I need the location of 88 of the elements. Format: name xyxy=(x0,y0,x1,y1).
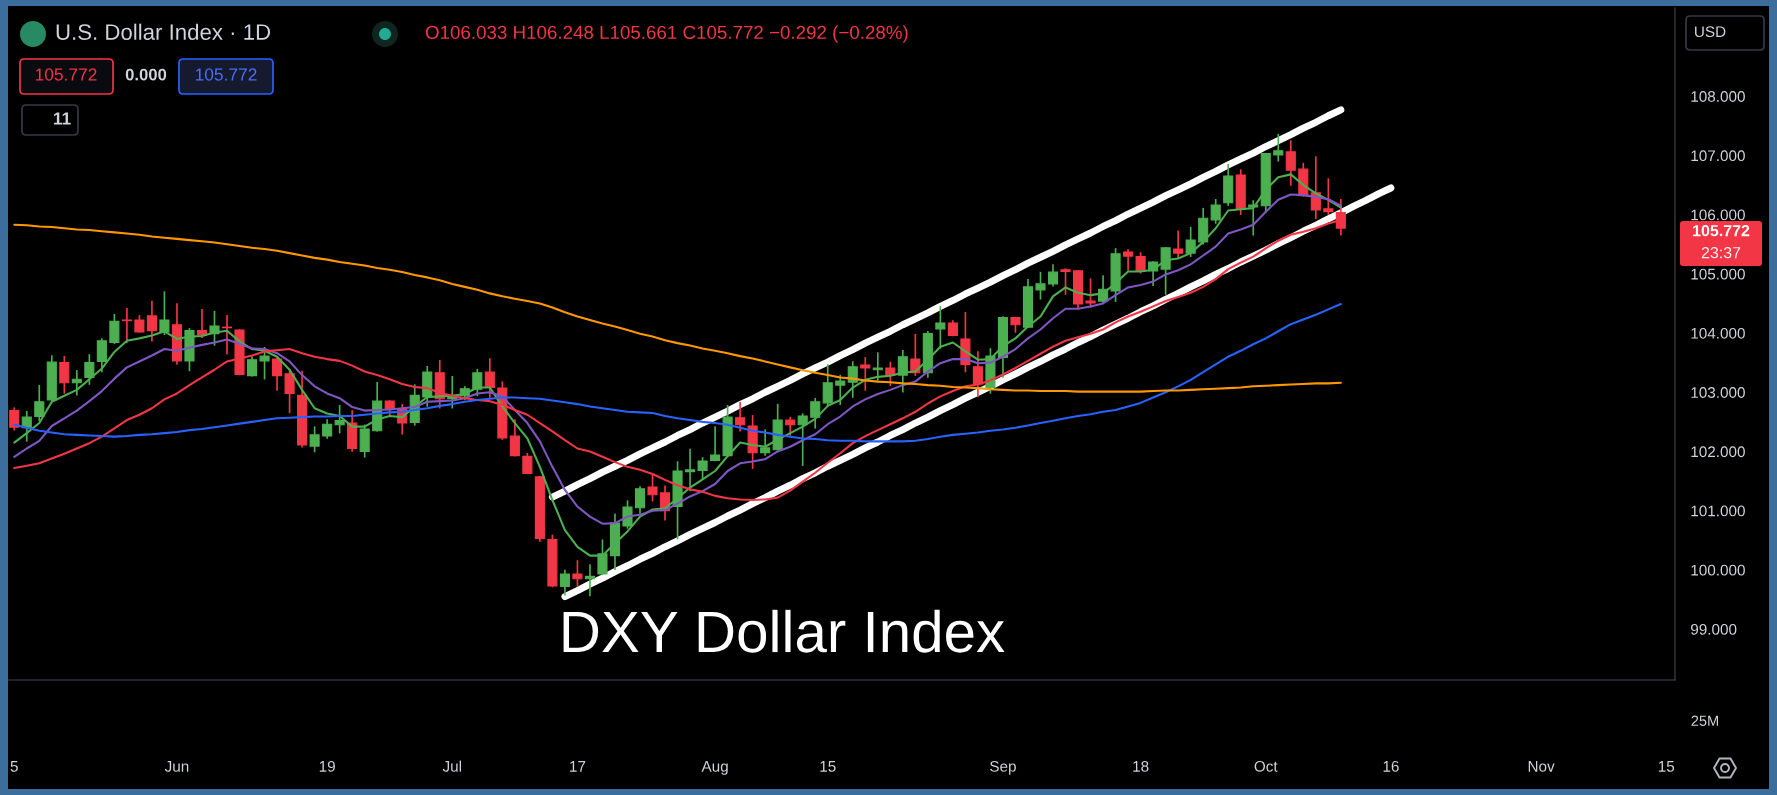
candlestick xyxy=(1035,271,1046,300)
text: O106.033 H106.248 L105.661 C105.772 −0.292 (−0.28%) xyxy=(425,25,908,43)
x-tick-label: 18 xyxy=(1133,760,1149,772)
x-tick-label: Nov xyxy=(1528,761,1555,772)
candlestick xyxy=(1123,249,1134,271)
candlestick xyxy=(897,349,908,393)
candlestick xyxy=(1198,207,1209,245)
annotation: 11 xyxy=(53,112,71,125)
x-tick-label: Sep xyxy=(990,760,1016,775)
candlestick xyxy=(359,424,370,458)
candlestick xyxy=(146,300,157,342)
text: USD xyxy=(1695,26,1726,38)
candlestick xyxy=(484,358,495,398)
y-tick-label: 108.000 xyxy=(1691,91,1745,102)
y-tick-label: 99.000 xyxy=(1690,623,1737,635)
candlestick xyxy=(1060,268,1071,295)
x-tick-label: Jun xyxy=(164,761,189,772)
candlestick xyxy=(935,306,946,349)
candlestick xyxy=(259,347,270,380)
annotation: 0.000 xyxy=(125,68,167,81)
candlestick xyxy=(697,457,708,479)
candlestick xyxy=(822,364,833,407)
candlestick xyxy=(1160,246,1171,295)
annotation: DXY Dollar Index xyxy=(563,609,1005,653)
candlestick xyxy=(735,402,746,432)
candlestick xyxy=(59,355,70,394)
candlestick xyxy=(634,486,646,514)
candlestick xyxy=(246,356,258,377)
line-series xyxy=(13,223,1342,393)
candlestick xyxy=(710,426,721,462)
text: 25M xyxy=(1691,715,1718,726)
candlestick xyxy=(572,560,583,587)
candlestick xyxy=(21,410,32,442)
x-tick-label: 16 xyxy=(1383,760,1399,772)
candlestick xyxy=(622,500,633,529)
candlestick xyxy=(847,361,858,398)
candlestick xyxy=(685,448,696,492)
candlestick xyxy=(522,452,533,475)
x-tick-label: 5 xyxy=(10,761,18,772)
candlestick xyxy=(34,384,45,421)
y-tick-label: 101.000 xyxy=(1691,505,1745,517)
candlestick xyxy=(972,351,983,398)
candlestick xyxy=(221,315,233,355)
candlestick xyxy=(509,419,520,457)
y-tick-label: 100.000 xyxy=(1691,564,1745,576)
annotation: 105.772 xyxy=(35,68,97,81)
y-tick-label: 104.000 xyxy=(1691,327,1745,339)
x-tick-label: Jul xyxy=(442,760,462,772)
candlestick xyxy=(272,355,283,391)
y-tick-label: 103.000 xyxy=(1691,387,1745,398)
text: U.S. Dollar Index · 1D xyxy=(56,23,271,40)
y-tick-label: 107.000 xyxy=(1691,150,1745,162)
candlestick xyxy=(84,354,95,385)
candlestick xyxy=(334,405,345,434)
candlestick xyxy=(797,413,808,466)
x-tick-label: 15 xyxy=(820,761,836,772)
candlestick xyxy=(1173,230,1184,259)
candlestick xyxy=(1185,226,1196,257)
line-series xyxy=(13,303,1342,443)
annotation: 105.772 xyxy=(195,68,257,81)
candlestick xyxy=(860,357,871,391)
candlestick xyxy=(1273,133,1284,162)
x-tick-label: 19 xyxy=(319,760,335,772)
candlestick xyxy=(1323,178,1334,215)
x-tick-label: 17 xyxy=(570,761,586,772)
text: 105.772 xyxy=(1693,224,1750,237)
candlestick xyxy=(121,307,132,344)
candlestick xyxy=(1285,140,1296,186)
text: 23:37 xyxy=(1701,246,1741,259)
candlestick xyxy=(96,338,107,373)
candlestick xyxy=(159,291,170,336)
y-tick-label: 106.000 xyxy=(1691,209,1745,221)
candlestick xyxy=(1047,264,1059,287)
candlestick xyxy=(559,569,570,596)
candlestick xyxy=(109,313,120,344)
candlestick xyxy=(1210,198,1221,224)
y-tick-label: 105.000 xyxy=(1691,268,1745,280)
x-tick-label: Oct xyxy=(1254,760,1278,772)
candlestick xyxy=(835,374,846,405)
x-tick-label: Aug xyxy=(701,761,728,775)
candlestick xyxy=(872,352,883,381)
candlestick xyxy=(1085,278,1096,308)
candlestick xyxy=(309,426,320,453)
y-tick-label: 102.000 xyxy=(1691,446,1745,458)
candlestick xyxy=(810,397,821,429)
x-tick-label: 15 xyxy=(1658,761,1675,772)
candlestick xyxy=(885,361,896,386)
candlestick xyxy=(760,429,771,456)
